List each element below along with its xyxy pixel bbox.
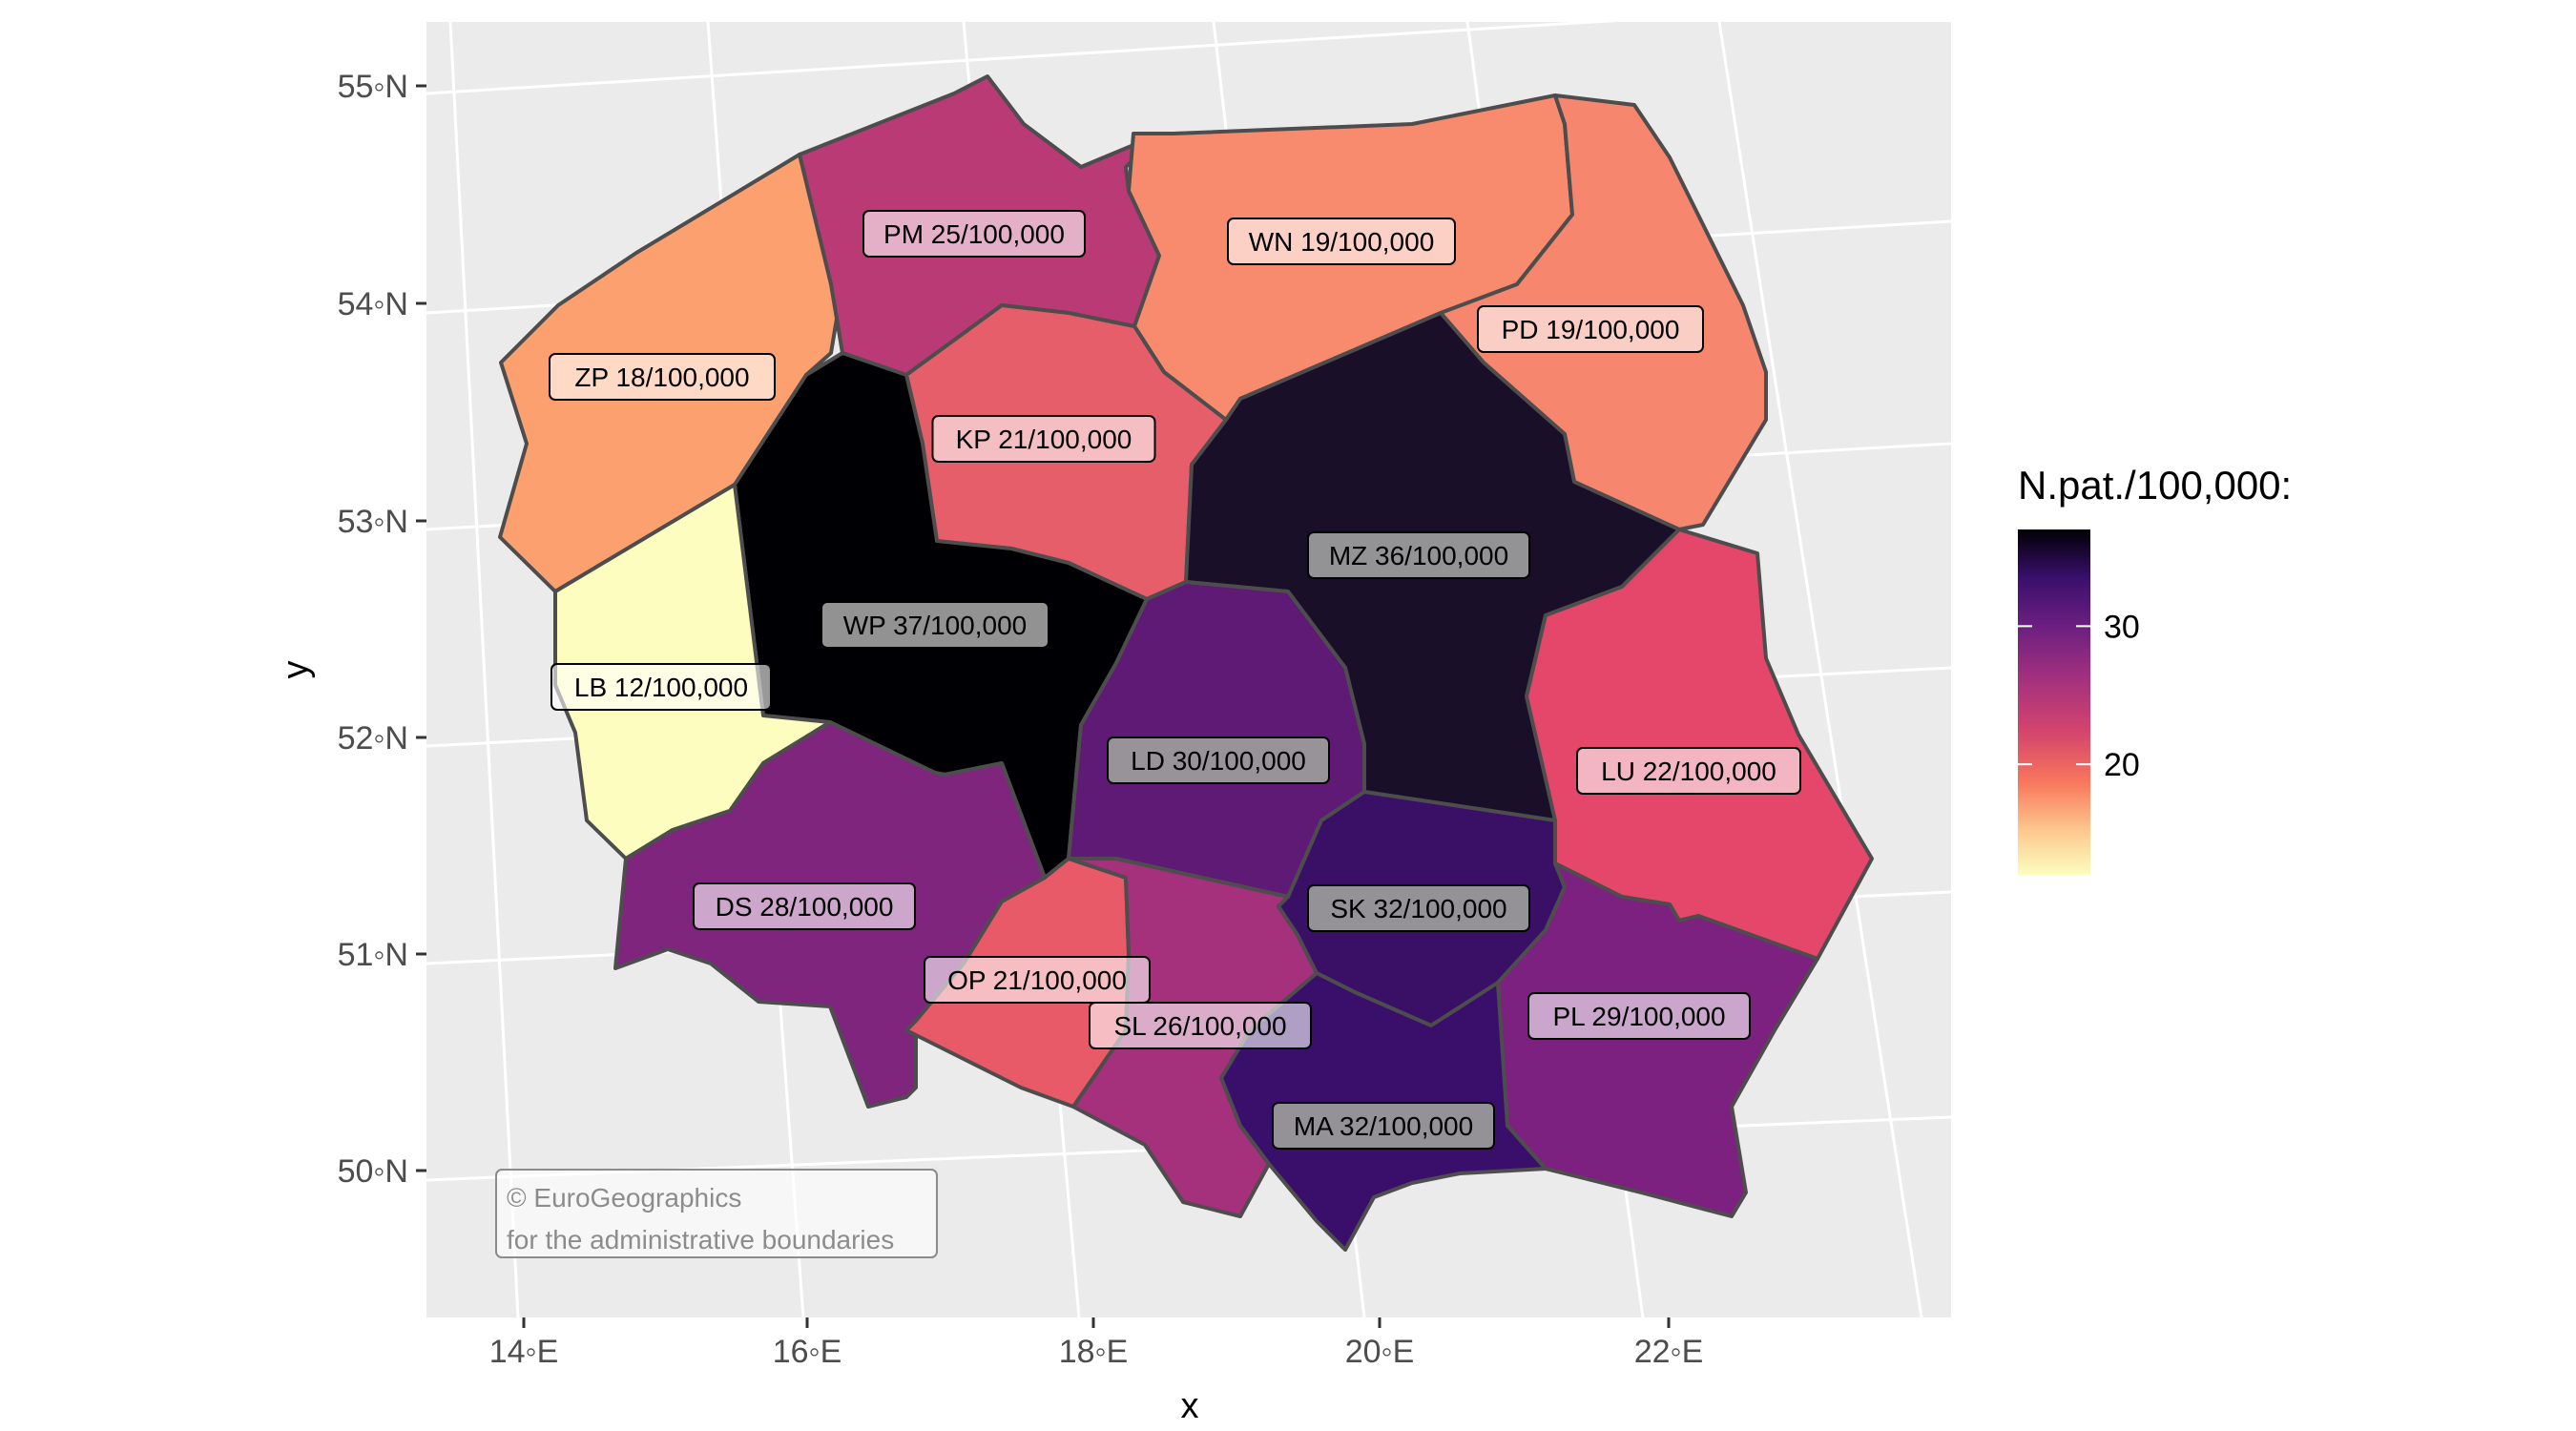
region-label-box — [1477, 305, 1704, 353]
region-label-text: MZ 36/100,000 — [1329, 541, 1508, 570]
region-label-pl: PL 29/100,000 — [1527, 992, 1751, 1040]
region-label-box — [1089, 1002, 1312, 1049]
region-label-sk: SK 32/100,000 — [1307, 884, 1530, 932]
legend-title: N.pat./100,000: — [2018, 463, 2292, 508]
region-label-kp: KP 21/100,000 — [931, 415, 1156, 463]
meridian-line — [448, 21, 520, 1318]
region-label-pm: PM 25/100,000 — [862, 210, 1086, 258]
region-label-text: SK 32/100,000 — [1330, 894, 1506, 923]
y-tick-label: 54◦N — [338, 286, 408, 322]
region-label-op: OP 21/100,000 — [924, 956, 1151, 1004]
region-label-box — [924, 956, 1151, 1004]
region-label-ma: MA 32/100,000 — [1272, 1102, 1495, 1150]
y-tick-label: 51◦N — [338, 937, 408, 973]
y-tick-label: 55◦N — [338, 69, 408, 105]
x-tick-label: 22◦E — [1634, 1334, 1704, 1370]
x-tick-label: 14◦E — [489, 1334, 559, 1370]
credit-line-2: for the administrative boundaries — [507, 1225, 894, 1255]
credit-line-1: © EuroGeographics — [507, 1183, 741, 1213]
region-label-ld: LD 30/100,000 — [1107, 736, 1330, 784]
region-label-sl: SL 26/100,000 — [1089, 1002, 1312, 1049]
region-label-mz: MZ 36/100,000 — [1307, 531, 1530, 579]
region-label-box — [1227, 218, 1456, 265]
meridian-line — [1717, 21, 1923, 1318]
credit-box: © EuroGeographics for the administrative… — [495, 1169, 938, 1258]
region-label-box — [1307, 531, 1530, 579]
region-label-text: LU 22/100,000 — [1601, 757, 1776, 786]
legend-colorbar — [2018, 529, 2090, 875]
region-label-box — [551, 663, 772, 711]
x-tick-label: 20◦E — [1345, 1334, 1415, 1370]
region-label-box — [821, 601, 1049, 649]
x-tick-label: 18◦E — [1059, 1334, 1129, 1370]
legend: N.pat./100,000: 20 30 — [2018, 463, 2292, 875]
region-label-box — [931, 415, 1156, 463]
region-label-text: WN 19/100,000 — [1249, 227, 1435, 257]
legend-tick-label: 30 — [2104, 609, 2140, 645]
region-label-box — [1527, 992, 1751, 1040]
region-label-layer: ZP 18/100,000 PM 25/100,000 WN 19/100,000 P… — [549, 210, 1801, 1150]
region-label-lu: LU 22/100,000 — [1576, 747, 1801, 795]
region-label-text: PD 19/100,000 — [1502, 315, 1680, 344]
region-label-wp: WP 37/100,000 — [821, 601, 1049, 649]
region-label-pd: PD 19/100,000 — [1477, 305, 1704, 353]
y-tick-label: 52◦N — [338, 720, 408, 757]
region-label-zp: ZP 18/100,000 — [549, 353, 776, 401]
region-label-text: PM 25/100,000 — [883, 219, 1065, 249]
region-label-text: LB 12/100,000 — [574, 673, 748, 702]
region-label-text: LD 30/100,000 — [1131, 746, 1306, 776]
region-label-text: KP 21/100,000 — [956, 425, 1132, 454]
x-tick-label: 16◦E — [773, 1334, 842, 1370]
y-axis-title: y — [276, 661, 316, 679]
region-label-ds: DS 28/100,000 — [693, 882, 916, 930]
region-label-text: DS 28/100,000 — [716, 892, 894, 922]
region-label-box — [1307, 884, 1530, 932]
y-tick-label: 53◦N — [338, 504, 408, 540]
region-label-text: MA 32/100,000 — [1294, 1111, 1473, 1141]
region-label-text: OP 21/100,000 — [947, 965, 1127, 995]
region-label-wn: WN 19/100,000 — [1227, 218, 1456, 265]
legend-tick-label: 20 — [2104, 747, 2140, 783]
region-label-box — [693, 882, 916, 930]
parallel-line — [426, 0, 1952, 95]
region-label-box — [1576, 747, 1801, 795]
x-axis-title: x — [1181, 1386, 1199, 1426]
region-label-lb: LB 12/100,000 — [551, 663, 772, 711]
region-label-text: PL 29/100,000 — [1552, 1002, 1725, 1031]
region-label-box — [1272, 1102, 1495, 1150]
region-label-text: ZP 18/100,000 — [574, 363, 749, 392]
region-label-text: WP 37/100,000 — [843, 611, 1028, 640]
axes: 14◦E 16◦E 18◦E 20◦E 22◦E 50◦N 51◦N 52◦N 53◦N 54◦N… — [338, 69, 1704, 1370]
y-tick-label: 50◦N — [338, 1153, 408, 1190]
region-label-box — [549, 353, 776, 401]
region-label-box — [862, 210, 1086, 258]
region-label-text: SL 26/100,000 — [1113, 1011, 1286, 1041]
region-label-box — [1107, 736, 1330, 784]
